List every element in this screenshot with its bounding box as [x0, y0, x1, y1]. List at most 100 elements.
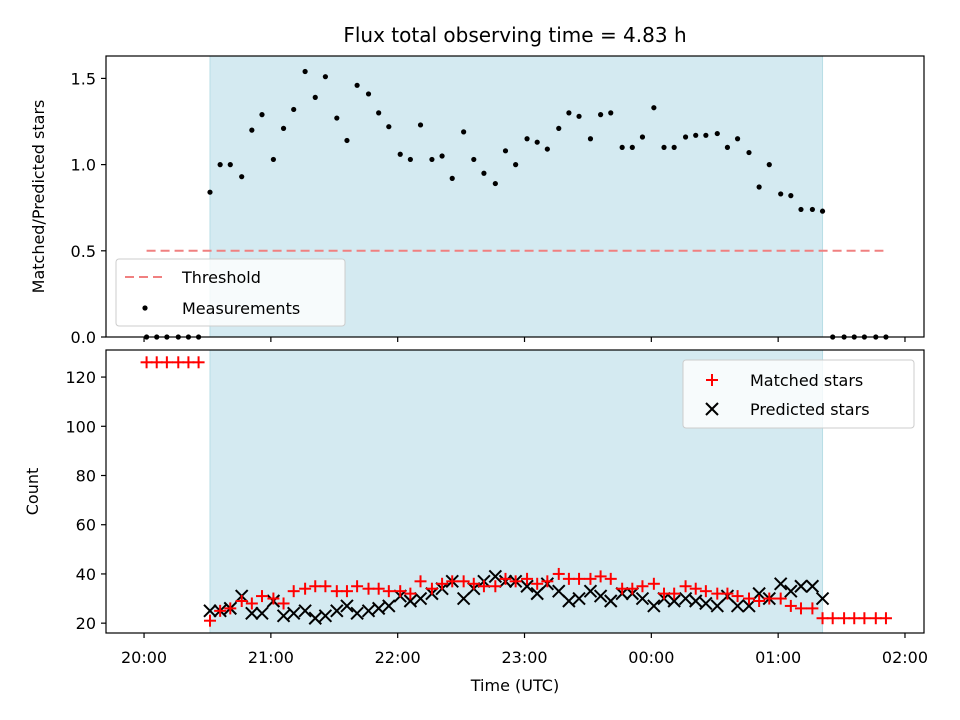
measurement-point — [756, 184, 762, 190]
matched-star-marker — [699, 585, 712, 598]
x-tick-label: 20:00 — [121, 648, 167, 667]
x-tick-label: 01:00 — [755, 648, 801, 667]
measurement-point — [302, 68, 308, 75]
matched-star-marker — [267, 592, 280, 605]
measurement-point — [556, 125, 562, 132]
matched-star-marker — [826, 612, 839, 625]
predicted-star-marker — [815, 591, 830, 606]
predicted-star-marker — [488, 569, 503, 584]
x-tick-label: 00:00 — [628, 648, 674, 667]
measurement-point — [693, 132, 699, 138]
matched-star-marker — [499, 572, 512, 585]
measurement-point — [365, 91, 372, 97]
matched-star-marker — [382, 585, 395, 598]
matched-star-marker — [794, 602, 807, 615]
matched-star-marker — [172, 356, 185, 369]
matched-star-marker — [299, 582, 312, 595]
matched-star-marker — [541, 575, 554, 588]
predicted-star-marker — [340, 599, 354, 613]
predicted-star-marker — [350, 606, 364, 621]
predicted-star-marker — [520, 579, 534, 593]
top-axes-frame — [105, 55, 925, 338]
measurement-point — [671, 144, 677, 150]
matched-star-marker — [394, 585, 407, 598]
predicted-star-marker — [742, 599, 756, 613]
bottom-panel: 20 40 60 80 100 120 20:00 21:00 22:00 23:00 00:00… — [23, 349, 928, 695]
matched-star-marker — [140, 356, 153, 369]
matched-star-marker — [351, 580, 364, 593]
matched-star-marker — [309, 580, 322, 593]
matched-star-marker — [277, 597, 290, 610]
measurement-point — [746, 149, 752, 156]
measurement-point — [734, 136, 741, 142]
predicted-star-marker — [330, 604, 344, 618]
measurement-point — [703, 132, 709, 138]
bottom-x-ticks: 20:00 21:00 22:00 23:00 00:00 01:00 02:00 — [121, 633, 928, 667]
measurement-point — [376, 110, 382, 116]
measurement-point — [492, 180, 498, 187]
measurement-point — [407, 156, 413, 163]
matched-star-marker — [414, 575, 427, 588]
matched-star-marker — [224, 602, 237, 615]
matched-star-marker — [616, 582, 629, 595]
predicted-star-marker — [572, 591, 586, 606]
measurement-point — [714, 130, 720, 137]
matched-star-marker — [446, 575, 459, 588]
matched-star-marker — [647, 577, 660, 590]
bottom-y-tick-label: 100 — [65, 417, 96, 436]
measurement-point — [639, 134, 646, 140]
matched-star-marker — [214, 604, 227, 617]
matched-star-marker — [774, 592, 787, 605]
predicted-star-marker — [593, 589, 608, 603]
bottom-y-ticks: 20 40 60 80 100 120 — [65, 368, 106, 633]
matched-star-marker — [457, 575, 470, 588]
x-tick-label: 21:00 — [248, 648, 294, 667]
measurement-point — [449, 175, 455, 181]
matched-star-marker — [848, 612, 861, 625]
matched-star-marker — [869, 612, 882, 625]
matched-star-marker — [594, 570, 607, 583]
predicted-star-marker — [371, 601, 386, 616]
bottom-y-tick-label: 20 — [76, 614, 96, 633]
measurement-point — [439, 153, 445, 159]
top-y-tick-label: 1.5 — [71, 69, 96, 88]
matched-star-marker — [160, 356, 173, 369]
measurement-point — [344, 137, 350, 144]
measurement-point — [724, 144, 731, 150]
top-y-tick-label: 0.0 — [71, 328, 96, 347]
measurement-point — [334, 115, 340, 121]
measurement-point — [481, 170, 487, 176]
predicted-star-marker — [308, 611, 322, 625]
measurement-point — [778, 191, 784, 197]
measurement-point — [502, 148, 509, 154]
matched-star-marker — [203, 614, 216, 627]
matched-star-marker — [287, 585, 300, 598]
predicted-star-marker — [298, 604, 312, 618]
predicted-star-marker — [678, 591, 693, 606]
top-y-tick-label: 1.0 — [71, 156, 96, 175]
matched-star-marker — [784, 599, 797, 612]
matched-star-marker — [319, 580, 332, 593]
legend-predicted-label: Predicted stars — [750, 400, 870, 419]
measurement-point — [619, 144, 625, 150]
measurement-point — [682, 134, 689, 140]
matched-star-marker — [362, 582, 375, 595]
predicted-star-marker — [667, 594, 681, 608]
top-y-tick-label: 0.5 — [71, 242, 96, 261]
bottom-axes-frame — [105, 349, 925, 634]
matched-star-marker — [806, 602, 819, 615]
bottom-y-tick-label: 40 — [76, 565, 96, 584]
predicted-star-marker — [752, 586, 766, 601]
matched-star-marker — [689, 582, 702, 595]
top-legend: Threshold Measurements — [115, 258, 346, 327]
top-x-ticks — [143, 337, 906, 342]
measurement-point — [270, 156, 277, 163]
measurement-point — [386, 124, 392, 130]
matched-star-marker — [425, 582, 438, 595]
matched-star-marker — [404, 587, 417, 600]
matched-star-marker — [182, 356, 195, 369]
matched-stars-series — [140, 356, 892, 627]
x-axis-label: Time (UTC) — [470, 676, 559, 695]
measurement-point — [598, 112, 604, 118]
predicted-star-marker — [805, 579, 820, 593]
